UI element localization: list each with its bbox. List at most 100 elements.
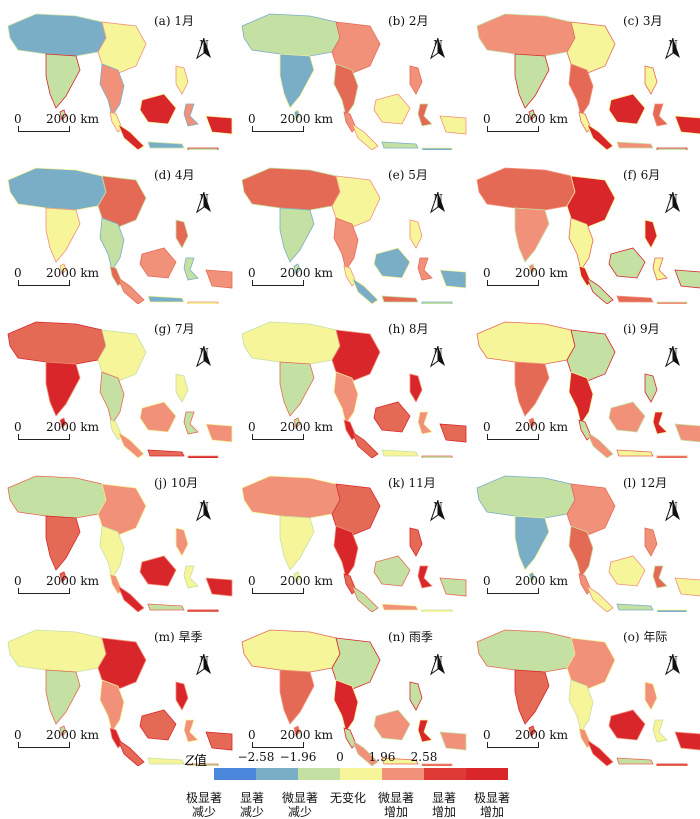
scale-zero: 0: [483, 420, 491, 434]
legend-color-swatch: [466, 768, 508, 780]
panel-label: (e) 5月: [388, 168, 428, 182]
region-philippines: [409, 373, 423, 403]
region-sri-lanka: [528, 571, 536, 583]
region-borneo: [373, 709, 411, 741]
legend-category: 无变化: [329, 791, 366, 805]
region-indian-peninsula: [279, 53, 315, 109]
scale-distance: 2000 km: [515, 420, 569, 434]
north-arrow-icon: [430, 654, 445, 676]
scale-bar: [18, 588, 70, 594]
map-panel: (n) 雨季N02000 km: [240, 620, 468, 766]
region-indian-peninsula: [45, 361, 81, 417]
region-indochina: [99, 371, 125, 425]
region-lesser-sunda: [421, 763, 453, 766]
region-lesser-sunda: [421, 147, 453, 150]
region-indochina: [99, 525, 125, 579]
region-indochina: [568, 217, 594, 271]
region-sri-lanka: [293, 263, 301, 275]
region-sumatra: [351, 276, 379, 304]
panel-label: (g) 7月: [154, 322, 195, 336]
region-new-guinea: [439, 731, 467, 751]
region-sulawesi: [417, 103, 433, 127]
region-sri-lanka: [528, 417, 536, 429]
region-indian-peninsula: [45, 207, 81, 263]
scale-distance: 2000 km: [46, 574, 100, 588]
scale-distance: 2000 km: [46, 420, 100, 434]
region-lesser-sunda: [421, 455, 453, 458]
legend: Z值 −2.58 −1.96 0 1.96 2.58 极显著 减少 显著 减少 微显著 减少 无变化…: [0, 750, 700, 819]
region-lesser-sunda: [421, 301, 453, 304]
region-central-asia: [476, 167, 576, 211]
region-lesser-sunda: [656, 455, 688, 458]
map-panel: (m) 旱季 N 0 2000 km: [6, 620, 234, 766]
region-philippines: [175, 219, 189, 249]
region-java: [616, 449, 654, 457]
scale-bar: [252, 742, 304, 748]
region-borneo: [608, 247, 646, 279]
legend-color-swatch: [298, 768, 340, 780]
legend-color-swatch: [214, 768, 256, 780]
panel-label: (k) 11月: [388, 476, 436, 490]
region-new-guinea: [439, 423, 467, 443]
region-philippines: [175, 65, 189, 95]
region-lesser-sunda: [656, 763, 688, 766]
legend-color-swatch: [382, 768, 424, 780]
map-image: [476, 629, 700, 766]
panel-label: (h) 8月: [388, 322, 429, 336]
region-central-asia: [476, 13, 576, 57]
region-sumatra: [586, 584, 614, 612]
region-sulawesi: [183, 719, 199, 743]
legend-color-swatch: [256, 768, 298, 780]
region-central-asia: [7, 167, 107, 211]
region-indian-peninsula: [45, 53, 81, 109]
region-central-asia: [241, 167, 341, 211]
map-panel: (d) 4月 N 0 2000 km: [6, 158, 234, 304]
scale-bar: [252, 588, 304, 594]
scale-bar: [18, 742, 70, 748]
north-arrow: N: [194, 500, 214, 522]
panel-label: (f) 6月: [623, 168, 661, 182]
legend-title: Z值: [185, 754, 208, 769]
region-borneo: [373, 93, 411, 125]
scale-bar: [252, 126, 304, 132]
region-sumatra: [586, 430, 614, 458]
panel-label: (m) 旱季: [154, 630, 203, 644]
region-sulawesi: [183, 257, 199, 281]
region-sumatra: [351, 738, 379, 766]
region-sri-lanka: [293, 571, 301, 583]
scale-distance: 2000 km: [515, 112, 569, 126]
scale-bar: [18, 280, 70, 286]
north-arrow: N: [428, 500, 448, 522]
panel-label: (i) 9月: [623, 322, 660, 336]
region-central-asia: [7, 13, 107, 57]
region-new-guinea: [439, 115, 467, 135]
scale-zero: 0: [483, 112, 491, 126]
scale-bar: [487, 742, 539, 748]
north-arrow-icon: [196, 346, 211, 368]
region-borneo: [139, 401, 177, 433]
scale-bar: [18, 434, 70, 440]
region-new-guinea: [205, 577, 233, 597]
region-sri-lanka: [293, 109, 301, 121]
scale-bar: [487, 588, 539, 594]
scale-zero: 0: [248, 574, 256, 588]
region-indian-peninsula: [45, 669, 81, 725]
region-sumatra: [117, 738, 145, 766]
legend-category: 极显著 增加: [473, 791, 510, 819]
region-lesser-sunda: [187, 147, 219, 150]
region-new-guinea: [674, 731, 700, 751]
region-sri-lanka: [293, 725, 301, 737]
legend-category: 极显著 减少: [185, 791, 222, 819]
region-indian-peninsula: [514, 53, 550, 109]
north-arrow-icon: [430, 346, 445, 368]
north-arrow-icon: [665, 38, 680, 60]
map-panel: (a) 1月N 0 2000 km: [6, 4, 234, 150]
map-panel: (k) 11月 N 0 2000 km: [240, 466, 468, 612]
north-arrow: N: [663, 654, 683, 676]
region-sulawesi: [652, 565, 668, 589]
region-sri-lanka: [59, 109, 67, 121]
region-new-guinea: [674, 577, 700, 597]
region-sri-lanka: [59, 263, 67, 275]
panel-label: (j) 10月: [154, 476, 199, 490]
region-philippines: [644, 681, 658, 711]
